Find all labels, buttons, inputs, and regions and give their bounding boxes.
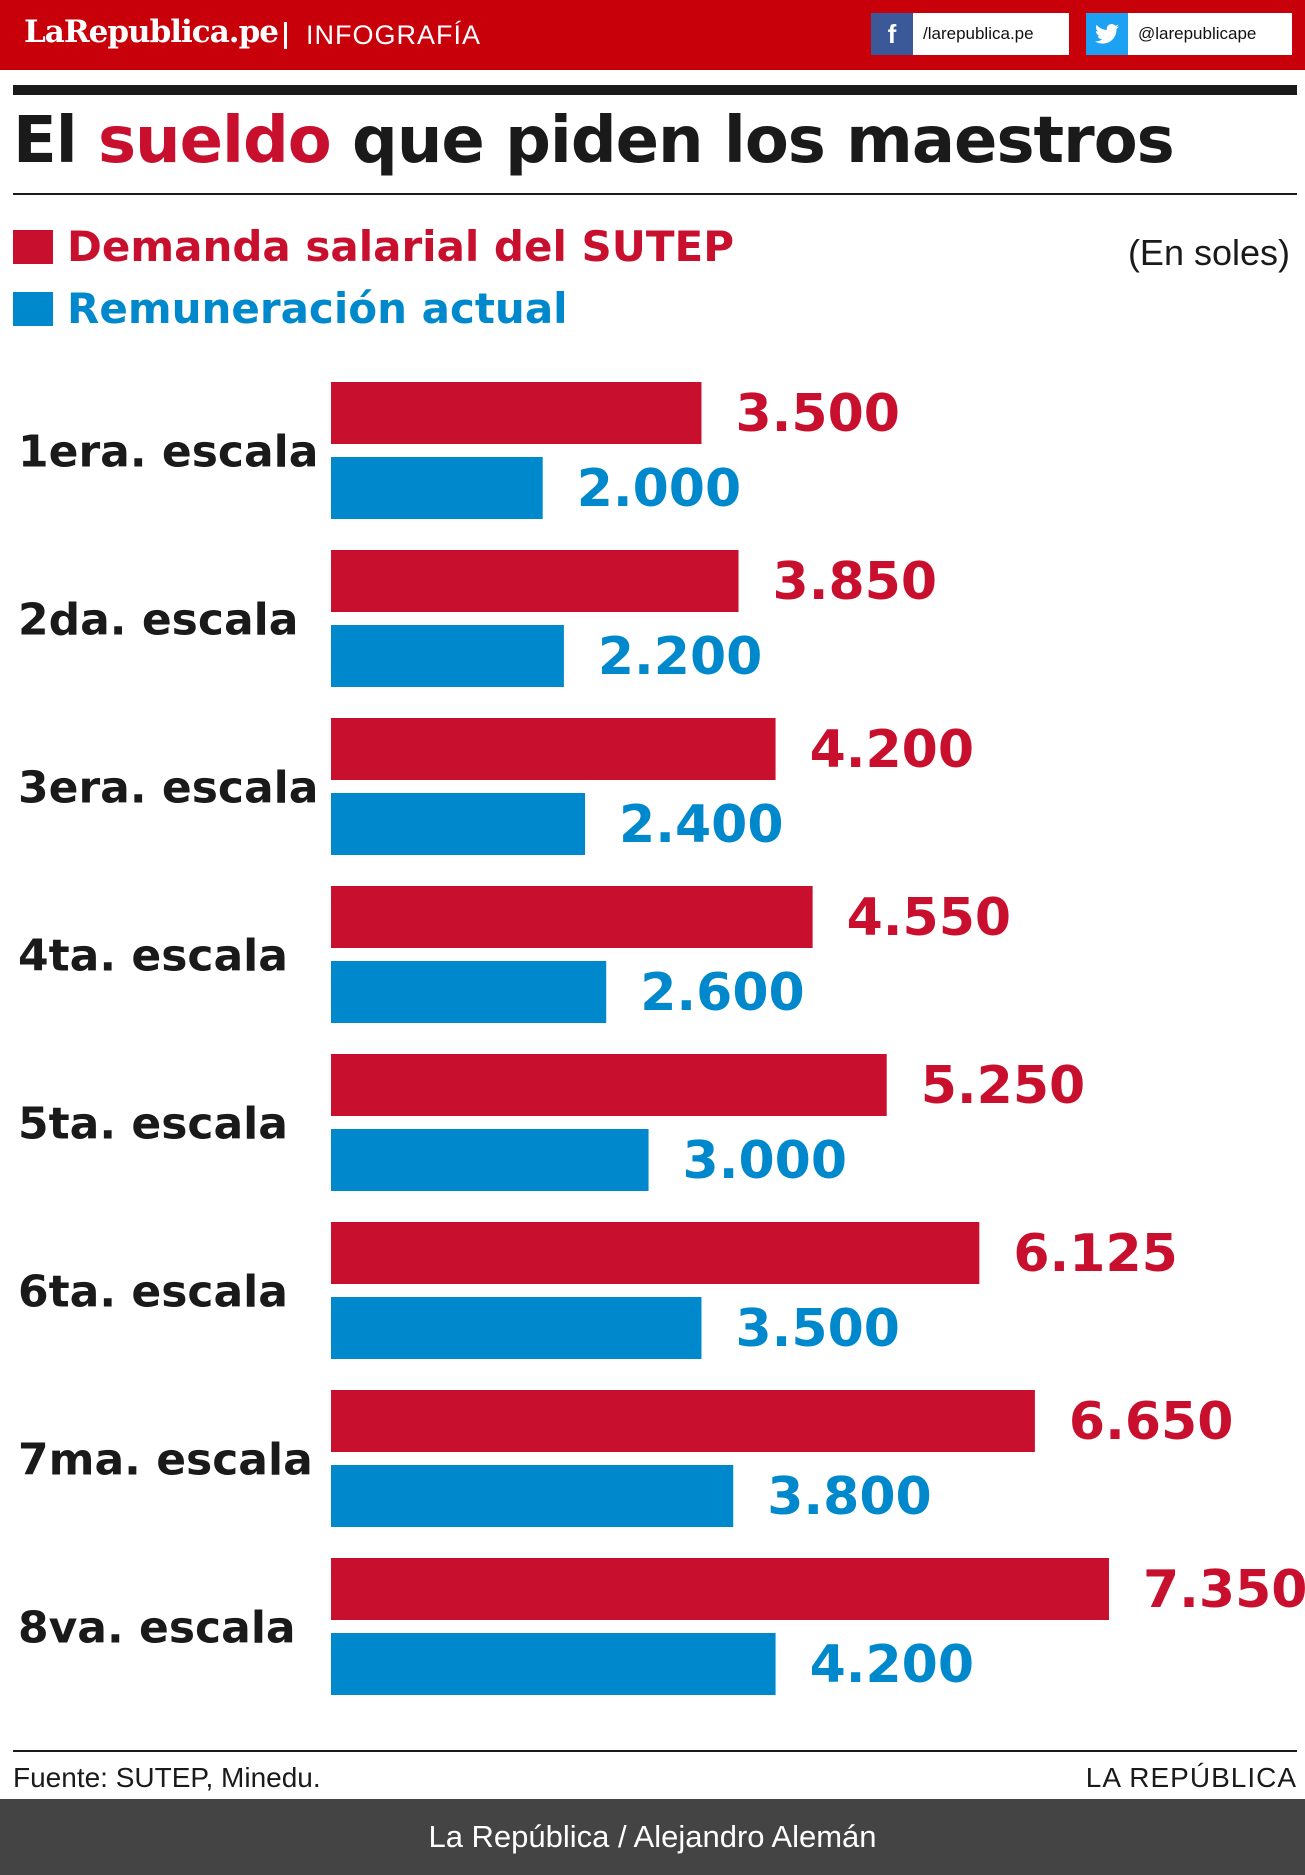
source-note: Fuente: SUTEP, Minedu.	[13, 1762, 321, 1793]
category-label: 3era. escala	[18, 763, 318, 814]
title-part-after: que piden los maestros	[330, 104, 1175, 178]
bar-demand	[331, 886, 813, 948]
legend-current-swatch	[13, 291, 53, 326]
value-label-demand: 7.350	[1143, 1560, 1305, 1620]
value-label-demand: 5.250	[921, 1056, 1085, 1116]
legend-demand-label: Demanda salarial del SUTEP	[67, 222, 734, 271]
bar-current	[331, 793, 586, 855]
value-label-current: 3.500	[735, 1299, 899, 1359]
value-label-demand: 4.550	[847, 888, 1011, 948]
legend-current-label: Remuneración actual	[67, 284, 568, 333]
site-logo[interactable]: LaRepublica.pe	[24, 14, 279, 50]
legend-demand-swatch	[13, 229, 53, 264]
bar-demand	[331, 382, 702, 444]
category-label: 7ma. escala	[18, 1435, 313, 1486]
value-label-current: 2.200	[598, 627, 762, 687]
bar-demand	[331, 1222, 980, 1284]
brand-name: LA REPÚBLICA	[1085, 1762, 1297, 1793]
category-label: 8va. escala	[18, 1603, 296, 1654]
bar-current	[331, 961, 607, 1023]
category-label: 1era. escala	[18, 427, 318, 478]
bar-current	[331, 1297, 702, 1359]
bar-current	[331, 1465, 734, 1527]
bar-demand	[331, 718, 776, 780]
credit-bar: La República / Alejandro Alemán	[0, 1799, 1305, 1875]
value-label-demand: 6.125	[1013, 1224, 1177, 1284]
facebook-handle: /larepublica.pe	[923, 24, 1034, 43]
value-label-demand: 3.850	[773, 552, 937, 612]
header-bar: LaRepublica.pe INFOGRAFÍA f /larepublica…	[0, 0, 1305, 70]
facebook-link[interactable]: f /larepublica.pe	[871, 13, 1069, 55]
bar-current	[331, 457, 543, 519]
title-highlight: sueldo	[97, 104, 332, 178]
facebook-icon: f	[871, 13, 913, 55]
value-label-current: 2.400	[619, 795, 783, 855]
units-label: (En soles)	[1127, 232, 1290, 273]
category-label: 4ta. escala	[18, 931, 288, 982]
value-label-demand: 6.650	[1069, 1392, 1233, 1452]
credit-text: La República / Alejandro Alemán	[428, 1819, 877, 1854]
title-part-before: El	[13, 104, 98, 178]
section-label: INFOGRAFÍA	[306, 20, 482, 50]
bar-current	[331, 625, 564, 687]
category-label: 5ta. escala	[18, 1099, 288, 1150]
bar-demand	[331, 1390, 1035, 1452]
legend-current: Remuneración actual	[13, 284, 568, 333]
value-label-current: 3.800	[767, 1467, 931, 1527]
twitter-handle: @larepublicape	[1138, 24, 1257, 43]
bar-demand	[331, 1558, 1109, 1620]
value-label-current: 2.600	[640, 963, 804, 1023]
bar-demand	[331, 1054, 887, 1116]
value-label-demand: 3.500	[735, 384, 899, 444]
legend-demand: Demanda salarial del SUTEP	[13, 222, 734, 271]
twitter-link[interactable]: @larepublicape	[1086, 13, 1292, 55]
header-divider	[284, 22, 287, 49]
twitter-icon	[1086, 13, 1128, 55]
title-bottom-rule	[13, 193, 1297, 195]
value-label-current: 3.000	[683, 1131, 847, 1191]
category-label: 6ta. escala	[18, 1267, 288, 1318]
category-label: 2da. escala	[18, 595, 298, 646]
footer-rule	[13, 1750, 1297, 1752]
bar-demand	[331, 550, 739, 612]
value-label-current: 2.000	[577, 459, 741, 519]
value-label-demand: 4.200	[810, 720, 974, 780]
title-top-rule	[13, 85, 1297, 95]
bar-current	[331, 1129, 649, 1191]
page-title: El sueldo que piden los maestros	[13, 104, 1175, 178]
bar-current	[331, 1633, 776, 1695]
value-label-current: 4.200	[810, 1635, 974, 1695]
